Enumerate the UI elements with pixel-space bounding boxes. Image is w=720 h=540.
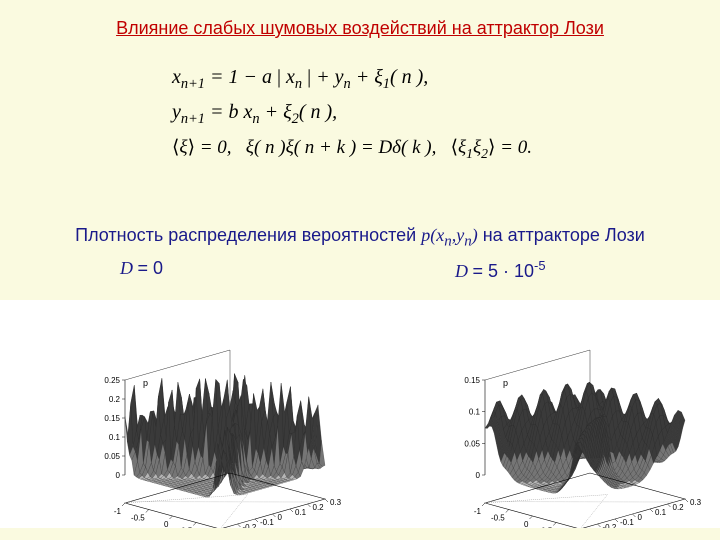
equation-3: ⟨ξ⟩ = 0, ξ( n )ξ( n + k ) = Dδ( k ), ⟨ξ1… [172,133,592,164]
svg-text:-0.5: -0.5 [491,514,505,523]
plot-left-svg: 0.250.20.150.10.050p-1-0.500.51x-0.3-0.2… [0,300,360,528]
svg-text:-1: -1 [474,507,482,516]
svg-text:0.3: 0.3 [330,498,342,507]
subtitle-prefix: Плотность распределения вероятностей [75,225,421,245]
equations-block: xn+1 = 1 − a | xn | + yn + ξ1( n ), yn+1… [172,62,592,164]
svg-text:0.1: 0.1 [295,508,307,517]
svg-text:p: p [143,378,148,388]
svg-text:-0.1: -0.1 [260,518,274,527]
svg-text:0.1: 0.1 [655,508,667,517]
plot-left: 0.250.20.150.10.050p-1-0.500.51x-0.3-0.2… [0,300,360,528]
svg-text:-0.2: -0.2 [603,523,617,528]
svg-text:-0.2: -0.2 [243,523,257,528]
svg-text:0.2: 0.2 [313,503,325,512]
subtitle-suffix: на аттракторе Лози [478,225,645,245]
svg-text:-0.1: -0.1 [620,518,634,527]
svg-text:0: 0 [476,471,481,480]
caption-d0: D = 0 [120,258,163,279]
svg-text:0.25: 0.25 [104,376,120,385]
svg-text:0: 0 [278,513,283,522]
svg-text:0.3: 0.3 [690,498,702,507]
svg-text:0.1: 0.1 [109,433,121,442]
svg-text:0: 0 [638,513,643,522]
slide-title: Влияние слабых шумовых воздействий на ат… [0,18,720,39]
svg-text:0.15: 0.15 [464,376,480,385]
equation-2: yn+1 = b xn + ξ2( n ), [172,97,592,130]
plot-right: 0.150.10.050p-1-0.500.51x-0.3-0.2-0.100.… [360,300,720,528]
plot-right-svg: 0.150.10.050p-1-0.500.51x-0.3-0.2-0.100.… [360,300,720,528]
svg-text:0: 0 [164,520,169,528]
svg-text:0.05: 0.05 [464,439,480,448]
equation-1: xn+1 = 1 − a | xn | + yn + ξ1( n ), [172,62,592,95]
svg-text:-0.5: -0.5 [131,514,145,523]
plots-row: 0.250.20.150.10.050p-1-0.500.51x-0.3-0.2… [0,300,720,528]
svg-text:0: 0 [524,520,529,528]
svg-text:0.2: 0.2 [673,503,685,512]
svg-text:0.05: 0.05 [104,452,120,461]
svg-text:-1: -1 [114,507,122,516]
svg-text:0.5: 0.5 [181,527,193,529]
subtitle-p: p(xn,yn) [421,225,477,245]
svg-text:0: 0 [116,471,121,480]
caption-d5e-5: D = 5 · 10-5 [455,258,546,282]
subtitle: Плотность распределения вероятностей p(x… [0,225,720,251]
svg-text:0.2: 0.2 [109,395,121,404]
svg-text:0.5: 0.5 [541,527,553,529]
svg-text:0.15: 0.15 [104,414,120,423]
svg-text:0.1: 0.1 [469,408,481,417]
svg-text:p: p [503,378,508,388]
slide: Влияние слабых шумовых воздействий на ат… [0,0,720,540]
